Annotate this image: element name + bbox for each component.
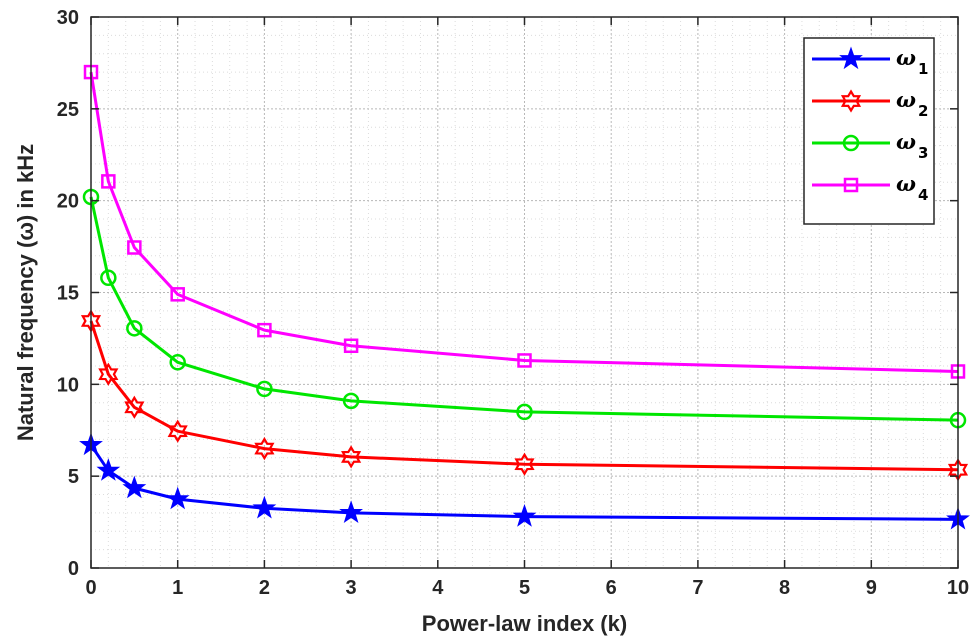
- data-point-marker: [100, 269, 117, 287]
- legend-subscript: 1: [918, 60, 928, 78]
- data-point-marker: [516, 403, 533, 421]
- data-point-marker: [512, 504, 537, 527]
- y-tick-label: 0: [68, 558, 79, 580]
- series-line: [89, 71, 959, 373]
- x-tick-label: 7: [692, 577, 703, 599]
- data-point-marker: [165, 486, 190, 510]
- x-tick-label: 2: [259, 577, 270, 599]
- y-tick-label: 25: [57, 99, 79, 121]
- data-point-marker: [126, 320, 143, 337]
- series-line: [89, 196, 959, 422]
- x-tick-label: 0: [85, 577, 96, 599]
- data-point-marker: [96, 458, 121, 481]
- y-tick-label: 30: [57, 7, 79, 29]
- data-point-marker: [98, 362, 119, 386]
- series-line: [89, 320, 959, 472]
- data-point-marker: [514, 452, 535, 476]
- data-point-marker: [343, 338, 359, 354]
- legend-marker: [840, 89, 862, 113]
- legend-marker: [843, 177, 859, 193]
- x-tick-label: 3: [346, 577, 357, 599]
- data-point-marker: [101, 174, 116, 189]
- data-point-marker: [169, 354, 186, 371]
- x-tick-label: 4: [432, 577, 444, 599]
- x-tick-label: 6: [606, 577, 617, 599]
- legend-marker: [842, 134, 860, 152]
- legend-subscript: 3: [918, 144, 928, 162]
- data-point-marker: [256, 380, 273, 398]
- data-point-marker: [167, 419, 188, 443]
- y-tick-label: 5: [68, 466, 79, 488]
- data-point-marker: [517, 353, 532, 368]
- y-axis-label: Natural frequency (ω) in kHz: [13, 144, 38, 441]
- axis-ticks: 0 1 2 3 4 5 6 7 8 9 10 0 5 10 15 20 25 30: [57, 7, 969, 599]
- data-point-marker: [342, 392, 360, 410]
- x-tick-label: 1: [172, 577, 183, 599]
- legend: ω 1ω 2ω 3ω 4: [803, 37, 935, 225]
- legend-symbol: ω: [896, 45, 916, 70]
- data-point-marker: [170, 287, 185, 302]
- data-point-marker: [252, 495, 277, 519]
- x-tick-label: 10: [947, 577, 969, 599]
- data-point-marker: [341, 445, 362, 469]
- legend-symbol: ω: [896, 129, 916, 154]
- data-point-marker: [124, 395, 145, 419]
- y-tick-label: 15: [57, 283, 79, 305]
- legend-symbol: ω: [896, 171, 916, 196]
- series-omega-2: [80, 309, 969, 482]
- legend-subscript: 2: [918, 102, 928, 120]
- x-tick-label: 5: [519, 577, 530, 599]
- y-tick-label: 10: [57, 374, 79, 396]
- legend-symbol: ω: [896, 87, 916, 112]
- data-point-marker: [339, 500, 364, 524]
- data-point-marker: [254, 436, 275, 461]
- legend-box: [803, 37, 935, 225]
- legend-subscript: 4: [918, 186, 928, 204]
- x-tick-label: 9: [866, 577, 877, 599]
- y-tick-label: 20: [57, 191, 79, 213]
- x-axis-label: Power-law index (k): [422, 611, 627, 636]
- data-point-marker: [127, 240, 142, 255]
- x-tick-label: 8: [779, 577, 790, 599]
- data-point-marker: [257, 322, 272, 338]
- data-point-marker: [122, 475, 147, 499]
- legend-marker: [839, 46, 863, 70]
